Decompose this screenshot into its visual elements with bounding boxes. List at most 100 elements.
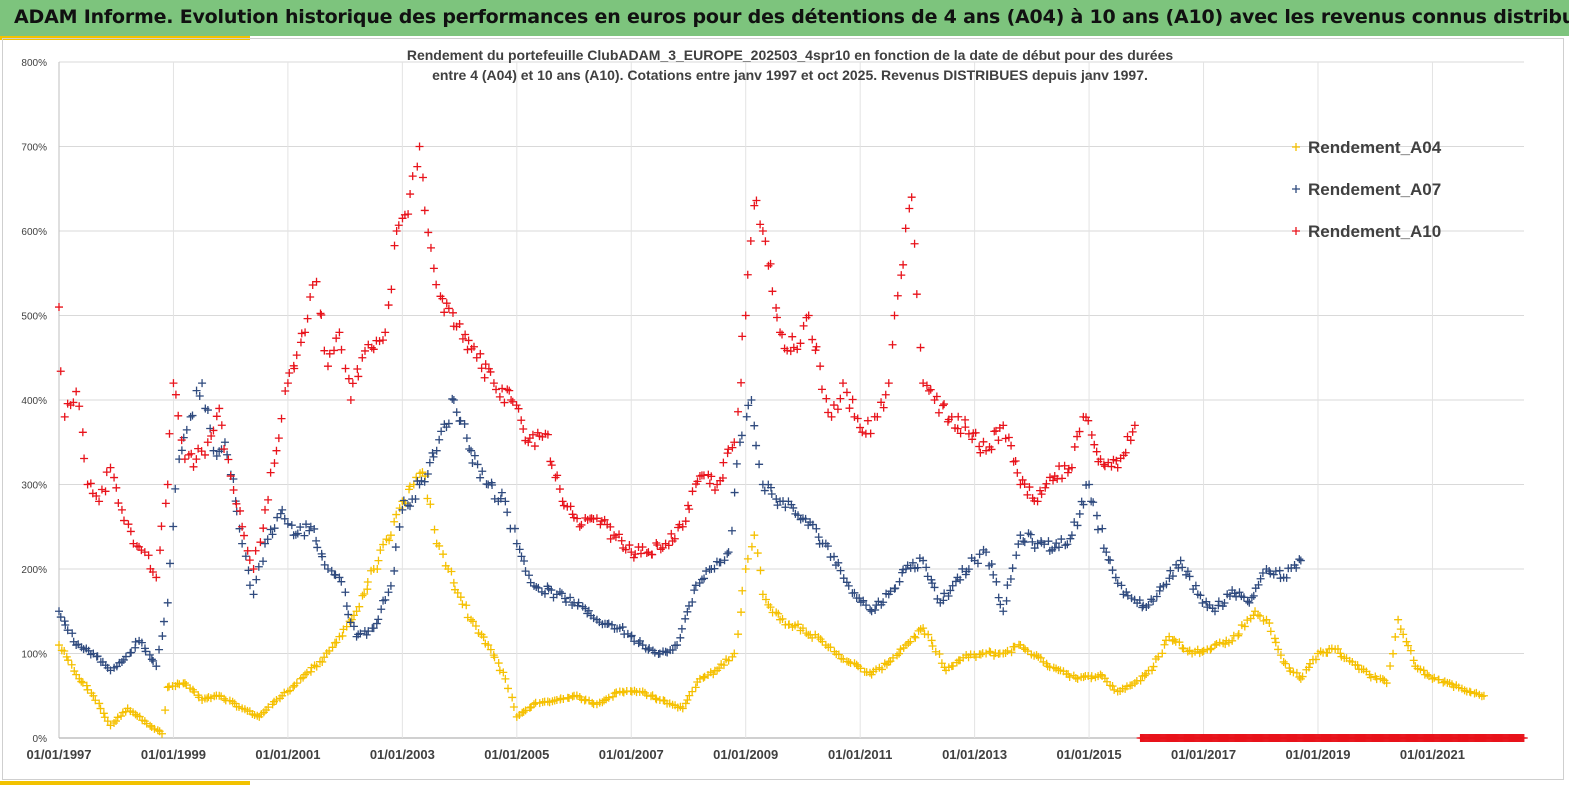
rendement-a07-point [730, 488, 739, 497]
rendement-a07-point [449, 396, 458, 404]
rendement-a04-point [280, 688, 289, 697]
rendement-a04-point [852, 660, 861, 669]
rendement-a10-point [606, 522, 615, 531]
rendement-a07-point [964, 565, 973, 574]
rendement-a07-point [390, 566, 399, 575]
rendement-a07-point [444, 419, 453, 428]
rendement-a04-point [685, 691, 694, 700]
rendement-a07-point [462, 434, 471, 443]
rendement-a04-point [695, 674, 704, 683]
rendement-a10-point [772, 303, 781, 312]
rendement-a04-point [392, 510, 401, 519]
rendement-a10-point [432, 280, 441, 289]
rendement-a10-point [833, 405, 842, 414]
rendement-a07-point [919, 556, 928, 565]
rendement-a10-point [575, 522, 584, 531]
rendement-a04-point [494, 659, 503, 668]
rendement-a10-point [283, 379, 292, 388]
header-banner: ADAM Informe. Evolution historique des p… [0, 0, 1569, 36]
legend-label: Rendement_A07 [1308, 180, 1441, 199]
rendement-a10-point [249, 565, 258, 573]
rendement-a07-point [203, 406, 212, 415]
rendement-a07-point [844, 581, 853, 590]
rendement-a10-point [114, 499, 123, 508]
rendement-a10-point [606, 534, 615, 543]
rendement-a10-point [1084, 416, 1093, 425]
rendement-a10-point [236, 506, 245, 515]
rendement-a10-point [226, 472, 235, 481]
legend-label: Rendement_A10 [1308, 222, 1441, 241]
rendement-a04-point [1366, 673, 1375, 682]
rendement-a10-point [418, 173, 427, 182]
rendement-a07-point [362, 630, 371, 639]
rendement-a10-point [1020, 480, 1029, 489]
rendement-a04-point [490, 653, 499, 662]
rendement-a10-point [1128, 427, 1137, 436]
rendement-a04-point [737, 608, 746, 617]
rendement-a10-point [1009, 457, 1018, 466]
rendement-a07-point [476, 473, 485, 482]
rendement-a07-point [429, 452, 438, 461]
rendement-a07-point [155, 645, 164, 654]
rendement-a10-point [69, 398, 78, 407]
rendement-a07-point [276, 509, 285, 518]
y-tick-label: 500% [21, 312, 47, 323]
rendement-a10-point [982, 446, 991, 455]
rendement-a10-point [330, 346, 339, 355]
rendement-a10-point [528, 430, 537, 439]
rendement-a07-point [1147, 595, 1156, 604]
rendement-a07-point [61, 621, 70, 630]
rendement-a04-point [458, 600, 467, 609]
rendement-a07-point [867, 607, 876, 616]
rendement-a10-point [102, 468, 111, 477]
rendement-a10-point [596, 520, 605, 529]
rendement-a07-point [700, 574, 709, 583]
rendement-a10-point [766, 259, 775, 268]
rendement-a10-point [1107, 462, 1116, 471]
rendement-a10-point [768, 287, 777, 296]
rendement-a10-point [354, 372, 363, 381]
x-tick-label: 01/01/2019 [1285, 747, 1350, 762]
rendement-a04-point [471, 622, 480, 631]
rendement-a10-point [1067, 463, 1076, 472]
rendement-a10-point [1087, 431, 1096, 440]
rendement-a07-point [702, 567, 711, 576]
rendement-a04-point [844, 657, 853, 666]
rendement-a10-point [678, 522, 687, 531]
rendement-a07-point [589, 614, 598, 623]
rendement-a04-point [588, 698, 597, 707]
rendement-a07-point [323, 565, 332, 573]
rendement-a10-point [463, 345, 472, 354]
rendement-a04-point [1160, 640, 1169, 649]
rendement-a04-point [750, 531, 759, 540]
rendement-a10-point [1025, 483, 1034, 492]
rendement-a07-point [1106, 556, 1115, 565]
rendement-a04-point [818, 637, 827, 646]
rendement-a04-point [1479, 691, 1488, 700]
rendement-a04-point [1019, 643, 1028, 652]
rendement-a04-point [834, 650, 843, 659]
rendement-a10-point [477, 364, 486, 373]
rendement-a07-point [946, 586, 955, 595]
rendement-a04-point [320, 653, 329, 662]
rendement-a04-point [264, 703, 273, 712]
rendement-a07-point [1054, 543, 1063, 552]
rendement-a07-point [245, 581, 254, 590]
rendement-a07-point [266, 525, 275, 534]
rendement-a07-point [895, 577, 904, 586]
rendement-a07-point [607, 620, 616, 629]
rendement-a04-point [1266, 627, 1275, 636]
rendement-a07-point [238, 539, 247, 548]
rendement-a07-point [356, 629, 365, 638]
rendement-a07-point [163, 598, 172, 607]
rendement-a04-point [1198, 647, 1207, 656]
rendement-a04-point [60, 646, 69, 655]
rendement-a04-point [111, 717, 120, 726]
rendement-a07-point [1149, 597, 1158, 606]
rendement-a10-point [317, 311, 326, 320]
rendement-a07-point [1111, 573, 1120, 582]
rendement-a07-point [1144, 600, 1153, 609]
rendement-a04-point [373, 565, 382, 574]
rendement-a04-point [1430, 673, 1439, 682]
rendement-a10-point [856, 423, 865, 432]
